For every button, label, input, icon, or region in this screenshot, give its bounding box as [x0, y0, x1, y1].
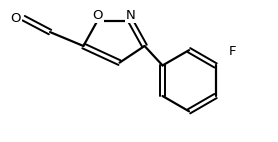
Text: O: O	[10, 12, 21, 25]
Text: O: O	[92, 9, 103, 22]
Text: F: F	[229, 45, 236, 58]
Text: N: N	[126, 9, 136, 22]
